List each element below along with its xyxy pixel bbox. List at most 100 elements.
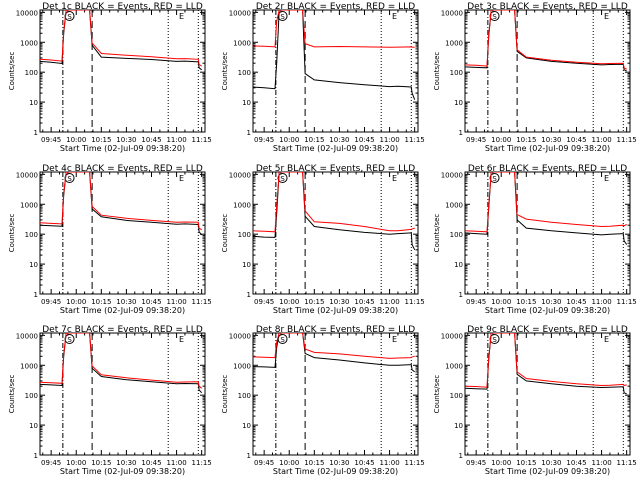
y-tick-label: 100 [450,231,463,239]
y-tick-label: 1000 [233,39,251,47]
x-tick-label: 11:00 [591,298,611,306]
y-tick-label: 1 [247,291,251,299]
x-tick-label: 10:15 [516,298,536,306]
y-tick-label: 10000 [441,171,463,179]
y-axis-label: Counts/sec [433,214,441,253]
x-tick-label: 10:00 [491,298,511,306]
events-series-line [253,172,416,251]
plot-frame [252,9,419,133]
x-tick-label: 10:45 [566,298,586,306]
y-tick-label: 10 [242,261,251,269]
x-tick-label: 09:45 [41,459,61,467]
panel-title: Det 1c BLACK = Events, RED = LLD [42,2,203,12]
y-tick-label: 1 [34,291,38,299]
events-series-line [465,333,627,395]
chart-panel: Det 9c BLACK = Events, RED = LLD 1 10 100 10… [433,325,637,476]
x-tick-label: 11:00 [379,459,399,467]
chart-panel: Det 7c BLACK = Events, RED = LLD 1 10 100 10… [8,325,212,476]
end-marker-label: E [392,174,397,183]
start-marker-label: S [67,336,72,344]
x-tick-label: 11:00 [591,459,611,467]
x-tick-label: 10:00 [491,136,511,144]
y-tick-label: 10 [29,261,38,269]
chart-panel: Det 2r BLACK = Events, RED = LLD 1 10 100 10… [221,2,425,153]
panel-title: Det 8r BLACK = Events, RED = LLD [256,325,415,335]
lld-series-line [465,172,627,233]
x-tick-label: 10:15 [91,298,111,306]
x-tick-label: 11:15 [405,136,425,144]
plot-frame [252,332,419,456]
y-tick-label: 100 [450,392,463,400]
x-tick-label: 09:45 [41,136,61,144]
events-series-line [40,333,203,394]
x-axis-label: Start Time (02-Jul-09 09:38:20) [60,144,185,153]
x-tick-label: 10:45 [566,459,586,467]
x-tick-label: 10:00 [66,136,86,144]
x-tick-label: 10:00 [279,298,299,306]
x-tick-label: 10:30 [329,298,349,306]
panel-title: Det 2r BLACK = Events, RED = LLD [256,2,415,12]
start-marker-circle [489,334,500,344]
y-tick-label: 1000 [445,362,463,370]
x-tick-label: 09:45 [466,136,486,144]
panel-title: Det 5r BLACK = Events, RED = LLD [256,164,415,174]
panel-title: Det 3c BLACK = Events, RED = LLD [467,2,628,12]
x-axis-label: Start Time (02-Jul-09 09:38:20) [485,144,610,153]
end-marker-label: E [179,174,184,183]
x-tick-label: 11:00 [379,298,399,306]
x-tick-label: 09:45 [254,298,274,306]
x-tick-label: 11:15 [617,298,637,306]
y-axis-label: Counts/sec [8,214,16,253]
end-marker-label: E [604,335,609,344]
chart-panel: Det 3c BLACK = Events, RED = LLD 1 10 100 10… [433,2,637,153]
x-tick-label: 10:15 [91,459,111,467]
x-tick-label: 11:00 [591,136,611,144]
x-tick-label: 09:45 [466,298,486,306]
y-axis-label: Counts/sec [8,375,16,414]
x-tick-label: 10:30 [116,298,136,306]
y-tick-label: 100 [238,69,251,77]
events-series-line [40,10,203,71]
x-tick-label: 10:45 [141,298,161,306]
x-axis-label: Start Time (02-Jul-09 09:38:20) [273,144,398,153]
y-tick-label: 10 [454,261,463,269]
x-tick-label: 10:45 [354,136,374,144]
end-marker-label: E [392,12,397,21]
x-tick-label: 09:45 [41,298,61,306]
events-series-line [253,10,416,100]
end-marker-label: E [179,12,184,21]
panel-title: Det 7c BLACK = Events, RED = LLD [42,325,203,335]
y-tick-label: 1000 [445,39,463,47]
events-series-line [465,10,627,72]
start-marker-label: S [67,175,72,183]
x-axis-label: Start Time (02-Jul-09 09:38:20) [273,306,398,315]
y-tick-label: 10000 [16,332,38,340]
plot-frame [464,332,631,456]
plot-frame [464,9,631,133]
x-tick-label: 10:00 [66,459,86,467]
y-tick-label: 100 [238,392,251,400]
x-tick-label: 10:30 [541,459,561,467]
x-tick-label: 10:45 [566,136,586,144]
y-axis-label: Counts/sec [433,375,441,414]
x-axis-label: Start Time (02-Jul-09 09:38:20) [273,467,398,476]
lld-series-line [465,10,627,70]
plot-frame [252,171,419,295]
x-tick-label: 10:15 [91,136,111,144]
x-tick-label: 11:15 [192,298,212,306]
y-axis-label: Counts/sec [221,214,229,253]
start-marker-circle [489,173,500,183]
end-marker-label: E [179,335,184,344]
x-tick-label: 09:45 [466,459,486,467]
y-tick-label: 1000 [233,201,251,209]
y-tick-label: 1 [247,452,251,460]
x-axis-label: Start Time (02-Jul-09 09:38:20) [60,467,185,476]
start-marker-label: S [492,175,497,183]
lld-series-line [40,10,202,67]
y-tick-label: 100 [25,69,38,77]
lld-series-line [40,333,203,389]
events-series-line [40,172,203,236]
y-tick-label: 1 [34,129,38,137]
start-marker-label: S [280,175,285,183]
x-tick-label: 09:45 [254,136,274,144]
